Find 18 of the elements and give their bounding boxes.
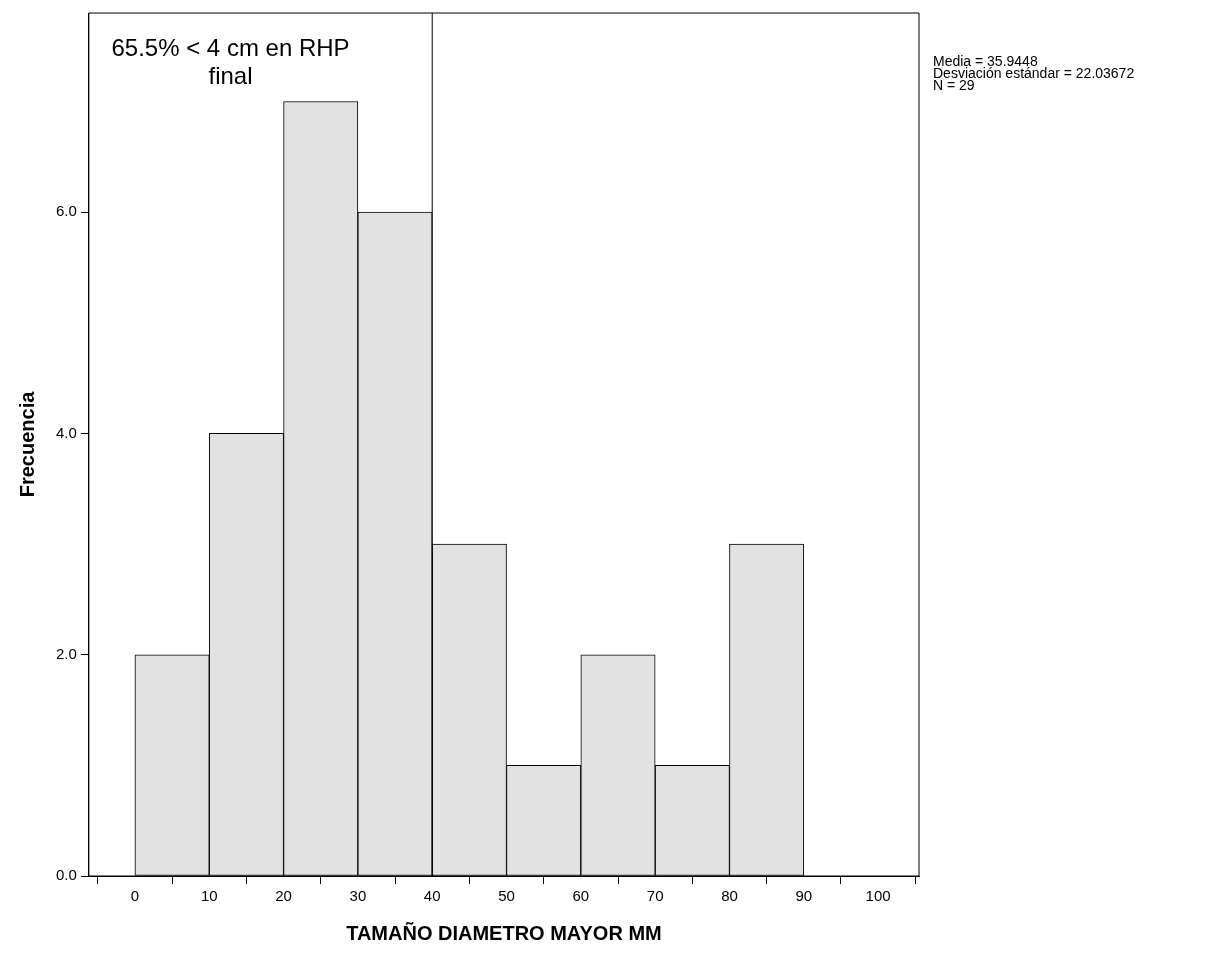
y-axis-title: Frecuencia xyxy=(15,390,38,498)
x-tick-label: 90 xyxy=(795,887,813,905)
x-tick-label: 100 xyxy=(865,887,891,905)
x-axis-title: TAMAÑO DIAMETRO MAYOR MM xyxy=(346,921,662,944)
x-tick-label: 50 xyxy=(498,887,515,905)
x-tick-label: 70 xyxy=(646,887,664,905)
ref-line-label: 65.5% < 4 cm en RHP final xyxy=(111,33,350,89)
x-tick-label: 80 xyxy=(721,887,738,905)
x-tick-label: 0 xyxy=(130,887,140,905)
x-tick-label: 40 xyxy=(423,887,441,905)
x-tick-label: 60 xyxy=(572,887,590,905)
y-tick-label: 6.0 xyxy=(55,202,77,220)
y-tick-label: 2.0 xyxy=(55,644,77,662)
x-tick-label: 20 xyxy=(275,887,292,905)
x-tick-label: 10 xyxy=(200,887,218,905)
x-tick-label: 30 xyxy=(349,887,367,905)
y-tick-label: 4.0 xyxy=(55,423,77,441)
y-tick-label: 0.0 xyxy=(55,866,77,884)
